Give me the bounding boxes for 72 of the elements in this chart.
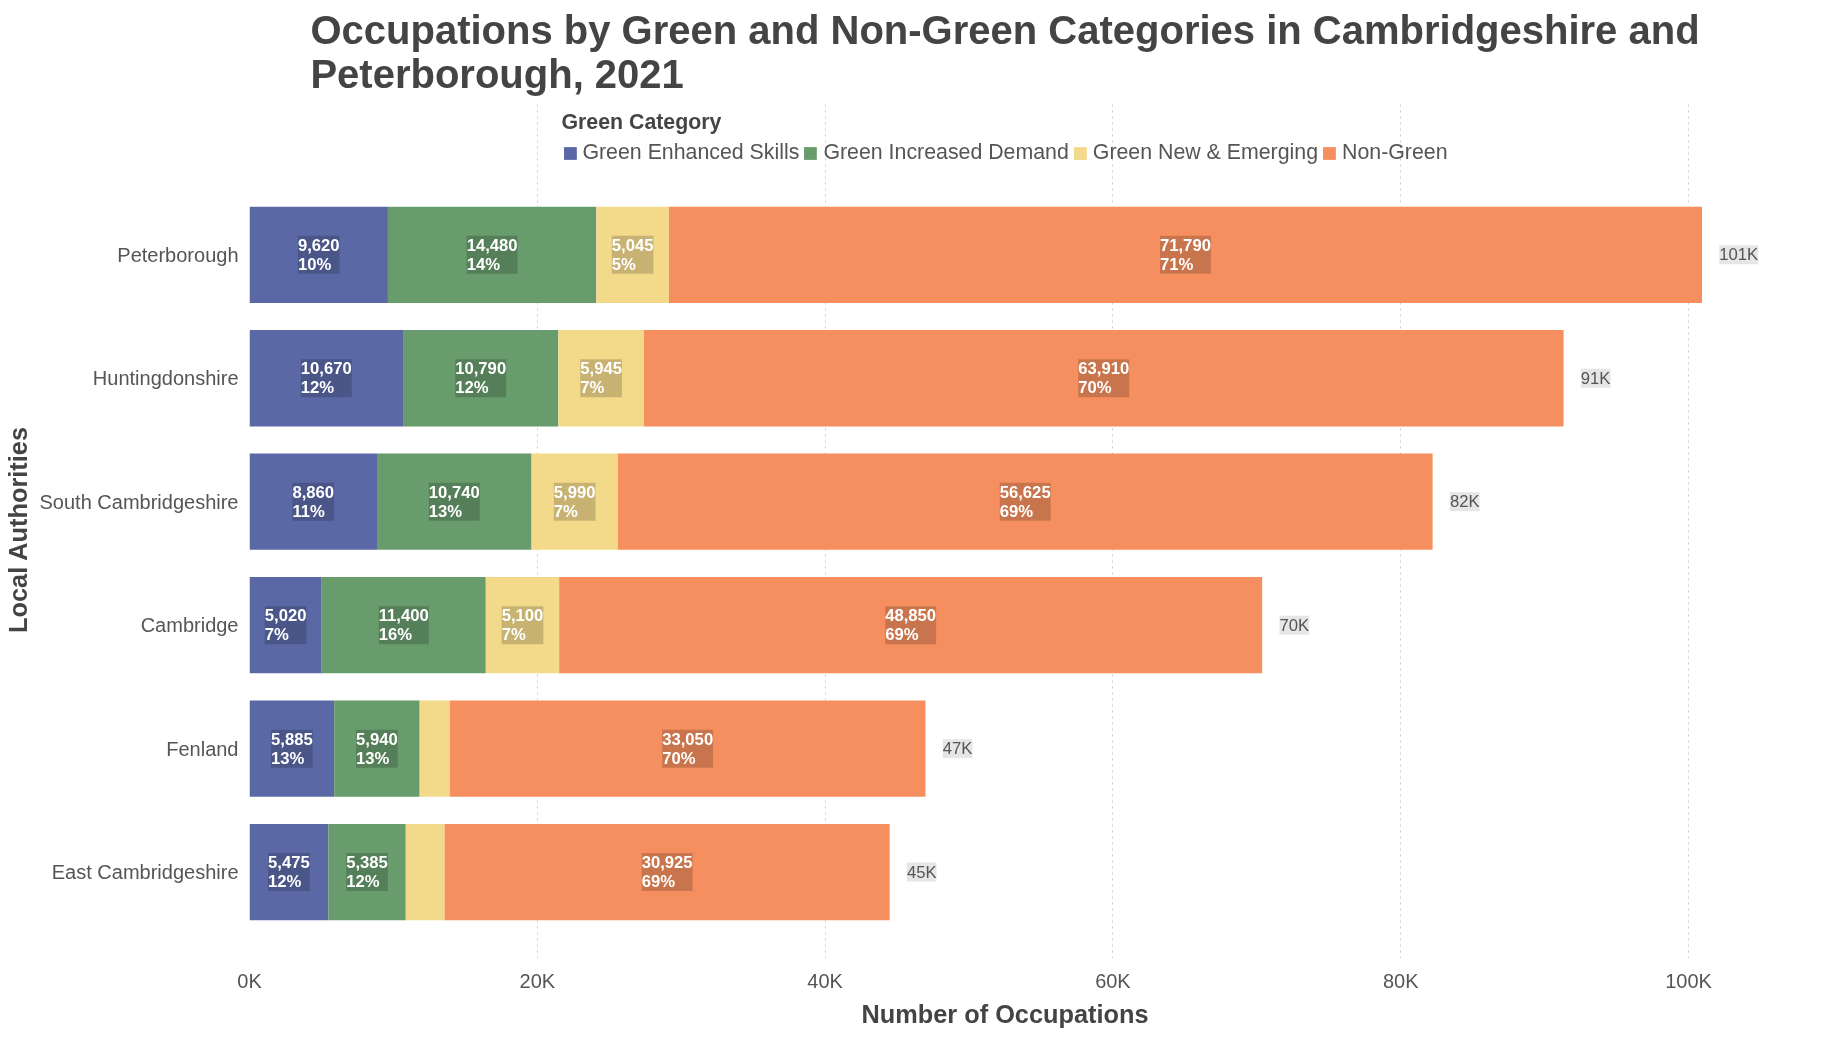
data-label: 5,100 7% [501,606,544,645]
bar [617,453,1433,550]
data-label: 8,860 11% [292,482,335,521]
bar [387,206,597,303]
x-tick-label: 100K [1665,969,1713,992]
data-label: 63,910 70% [1078,359,1130,398]
legend-label: Green Increased Demand [823,140,1069,165]
data-label: 9,620 10% [297,235,340,274]
data-label: 5,045 5% [611,235,654,274]
legend-label: Green New & Emerging [1092,140,1319,165]
bar [559,577,1263,674]
bar [444,823,890,921]
y-axis-title: Local Authorities [3,427,32,633]
data-label: 14,480 14% [466,235,518,274]
bar [249,453,377,550]
bar [249,206,388,303]
bar [405,823,445,921]
legend-label: Non-Green [1342,140,1448,165]
bar [249,700,335,797]
y-tick-label: South Cambridgeshire [39,490,239,513]
data-label: 5,990 7% [553,482,596,521]
x-tick-label: 80K [1382,969,1420,992]
total-label: 82K [1449,492,1480,512]
bar [403,330,559,427]
legend-label: Green Enhanced Skills [582,140,800,165]
data-label: 5,475 12% [268,853,310,892]
x-tick-label: 40K [807,969,844,992]
bar [485,577,560,674]
data-label: 5,885 13% [271,729,313,768]
y-tick-label: East Cambridgeshire [51,861,239,884]
data-label: 71,790 71% [1159,235,1211,274]
data-label: 10,790 12% [455,359,507,398]
bar [558,330,644,427]
data-label: 5,385 12% [346,853,388,892]
total-label: 45K [906,862,937,882]
y-tick-label: Huntingdonshire [92,367,239,390]
data-label: 10,740 13% [428,482,480,521]
total-label: 101K [1719,245,1759,265]
y-tick-label: Fenland [166,737,239,760]
x-tick-label: 0K [237,969,263,992]
data-label: 33,050 70% [662,729,714,768]
chart-title: Occupations by Green and Non-Green Categories in Cambridgeshire and Peterborough, 2021 [310,7,1700,96]
data-label: 11,400 16% [378,606,429,645]
bar [449,700,926,797]
total-label: 47K [942,739,973,759]
bar [328,823,406,921]
data-label: 5,020 7% [264,606,307,645]
data-label: 5,940 13% [356,729,398,768]
total-label: 70K [1279,615,1310,635]
bar [643,330,1564,427]
bar [531,453,618,550]
data-label: 30,925 69% [641,853,693,892]
x-tick-label: 60K [1095,969,1132,992]
bar [668,206,1702,303]
data-label: 10,670 12% [300,359,352,398]
bar [249,823,329,921]
bar [334,700,420,797]
bar [249,577,322,674]
bar [377,453,532,550]
x-tick-label: 20K [519,969,556,992]
bar [419,700,450,797]
data-label: 5,945 7% [580,359,622,398]
data-label: 56,625 69% [999,482,1051,521]
y-tick-label: Cambridge [140,614,239,637]
bar [249,330,404,427]
data-label: 48,850 69% [885,606,937,645]
bar [321,577,486,674]
total-label: 91K [1580,368,1611,388]
x-axis-title: Number of Occupations [861,999,1149,1028]
bar [596,206,669,303]
y-tick-label: Peterborough [117,243,239,266]
legend-title: Green Category [561,110,723,135]
